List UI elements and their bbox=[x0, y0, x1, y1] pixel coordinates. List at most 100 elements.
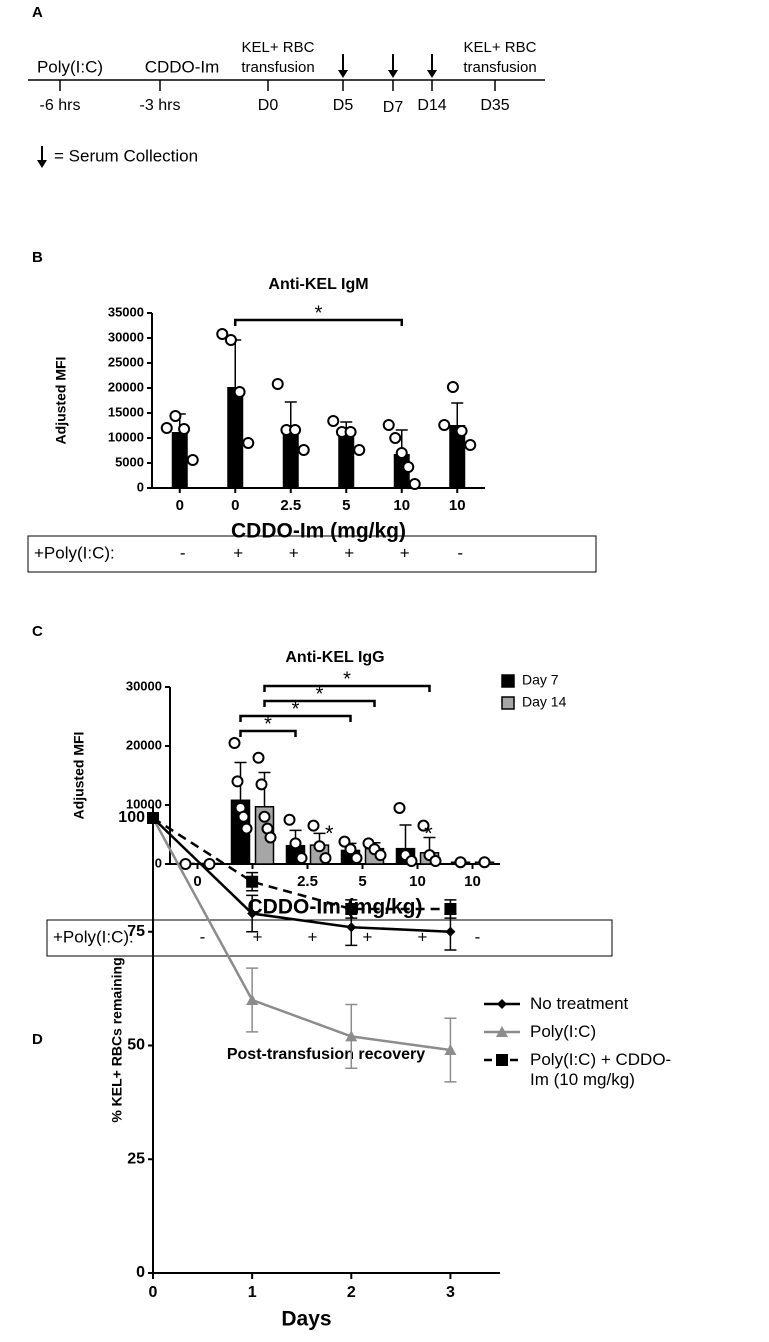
data-point bbox=[228, 737, 241, 750]
timeline-tick-label: -6 hrs bbox=[40, 97, 81, 114]
y-tick-label: 5000 bbox=[115, 454, 144, 469]
panel-label: B bbox=[32, 249, 43, 266]
data-point bbox=[454, 856, 467, 869]
y-axis-label: Adjusted MFI bbox=[71, 732, 87, 820]
x-tick-label: 2 bbox=[347, 1284, 356, 1301]
arrow-head bbox=[427, 70, 437, 78]
row-value: - bbox=[180, 543, 186, 562]
x-tick-label: 10 bbox=[449, 497, 466, 514]
bar bbox=[338, 437, 355, 488]
data-point bbox=[307, 819, 320, 832]
data-point bbox=[264, 831, 277, 844]
data-point bbox=[297, 444, 310, 456]
data-point bbox=[319, 852, 332, 865]
marker bbox=[147, 812, 159, 824]
row-value: + bbox=[289, 543, 299, 562]
legend-swatch bbox=[501, 696, 515, 710]
marker bbox=[345, 1030, 358, 1042]
error-bar bbox=[451, 402, 464, 425]
data-point bbox=[429, 855, 442, 868]
data-point bbox=[224, 334, 237, 346]
x-tick-label: 2.5 bbox=[280, 497, 301, 514]
marker bbox=[346, 922, 357, 933]
data-point bbox=[350, 852, 363, 865]
row-value: + bbox=[418, 927, 428, 946]
timeline-tick-label: D14 bbox=[417, 97, 446, 114]
y-tick-label: 10000 bbox=[108, 429, 144, 444]
data-point bbox=[327, 415, 340, 427]
data-point bbox=[382, 419, 395, 431]
data-point bbox=[216, 328, 229, 340]
marker bbox=[444, 903, 457, 915]
significance-bracket bbox=[239, 729, 297, 737]
bar bbox=[227, 387, 244, 488]
bar bbox=[171, 432, 188, 488]
row-box bbox=[27, 535, 597, 573]
marker bbox=[345, 903, 358, 915]
legend-label: Day 14 bbox=[522, 694, 567, 710]
row-value: + bbox=[253, 927, 263, 946]
data-point bbox=[393, 801, 406, 814]
data-point bbox=[252, 751, 265, 764]
data-point bbox=[405, 855, 418, 868]
legend-text: = Serum Collection bbox=[54, 146, 198, 165]
x-tick-label: 0 bbox=[193, 873, 201, 890]
data-point bbox=[255, 778, 268, 791]
data-point bbox=[169, 410, 182, 422]
annotation: * bbox=[325, 821, 334, 846]
marker bbox=[444, 1044, 457, 1056]
data-point bbox=[478, 856, 491, 869]
data-point bbox=[338, 835, 351, 848]
legend-label: Poly(I:C) + CDDO-Im (10 mg/kg) bbox=[530, 1050, 672, 1089]
y-tick-label: 50 bbox=[127, 1037, 145, 1054]
x-tick-label: 0 bbox=[149, 1284, 158, 1301]
significance-bracket bbox=[239, 714, 352, 722]
data-point bbox=[160, 422, 173, 434]
timeline-tick-label: D0 bbox=[258, 97, 279, 114]
significance-bracket bbox=[263, 699, 376, 707]
timeline-event: transfusion bbox=[241, 59, 314, 76]
y-axis-label: % KEL+ RBCs remaining bbox=[109, 957, 125, 1122]
data-point bbox=[344, 426, 357, 438]
y-tick-label: 35000 bbox=[108, 304, 144, 319]
x-tick-label: 10 bbox=[409, 873, 426, 890]
row-value: + bbox=[363, 927, 373, 946]
data-point bbox=[389, 432, 402, 444]
legend-label: Poly(I:C) bbox=[530, 1022, 597, 1041]
y-tick-label: 30000 bbox=[108, 329, 144, 344]
data-point bbox=[455, 425, 468, 437]
data-point bbox=[295, 852, 308, 865]
y-tick-label: 100 bbox=[118, 809, 145, 826]
row-value: + bbox=[400, 543, 410, 562]
legend-swatch bbox=[484, 1054, 520, 1066]
data-point bbox=[283, 813, 296, 826]
y-tick-label: 15000 bbox=[108, 404, 144, 419]
marker bbox=[246, 994, 259, 1005]
data-point bbox=[374, 849, 387, 862]
significance-bracket bbox=[234, 318, 403, 326]
timeline-event: transfusion bbox=[463, 59, 536, 76]
significance-label: * bbox=[343, 668, 351, 690]
row-label: +Poly(I:C): bbox=[34, 543, 115, 562]
x-axis-label: Days bbox=[281, 1308, 331, 1331]
x-axis-label: CDDO-Im (mg/kg) bbox=[248, 896, 423, 919]
data-point bbox=[353, 444, 366, 456]
legend-swatch bbox=[501, 674, 515, 688]
y-tick-label: 0 bbox=[155, 855, 162, 870]
row-value: - bbox=[457, 543, 463, 562]
timeline-event: CDDO-Im bbox=[145, 57, 220, 76]
y-tick-label: 0 bbox=[136, 1264, 145, 1281]
timeline-event: KEL+ RBC bbox=[464, 39, 537, 56]
significance-bracket bbox=[263, 684, 431, 692]
chart-title: Post-transfusion recovery bbox=[227, 1046, 425, 1063]
y-axis-label: Adjusted MFI bbox=[53, 357, 69, 445]
y-tick-label: 20000 bbox=[126, 737, 162, 752]
error-bar bbox=[258, 771, 271, 807]
arrow-head bbox=[388, 70, 398, 78]
chart-title: Anti-KEL IgG bbox=[285, 649, 384, 666]
row-label: +Poly(I:C): bbox=[53, 927, 134, 946]
x-tick-label: 10 bbox=[393, 497, 410, 514]
data-point bbox=[446, 381, 459, 393]
x-tick-label: 3 bbox=[446, 1284, 455, 1301]
